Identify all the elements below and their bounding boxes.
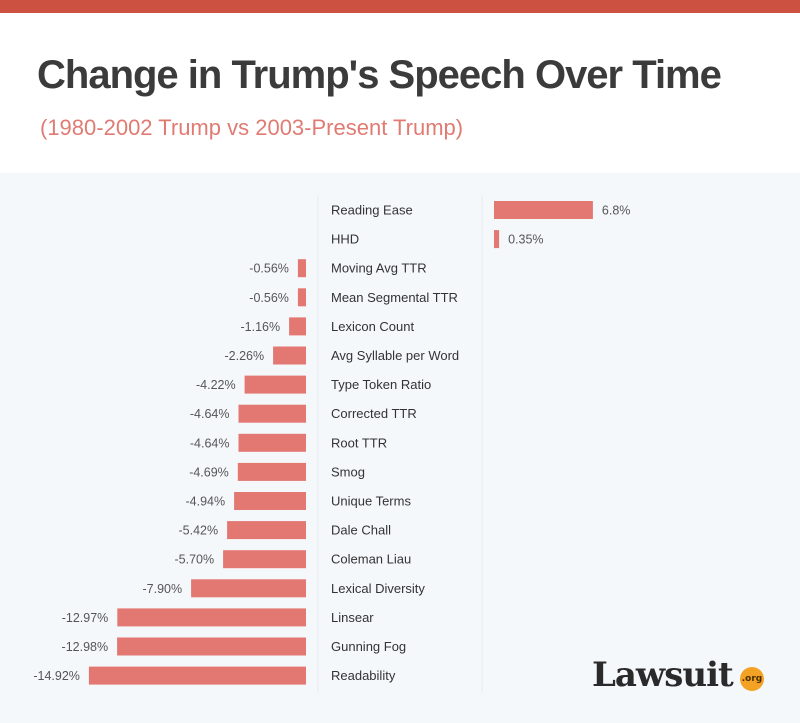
chart-panel: Reading Ease 6.8% HHD 0.35% Moving Avg TTR -0… (0, 173, 800, 723)
data-label: 0.35% (508, 233, 543, 247)
data-label: -12.97% (62, 611, 109, 625)
bar (223, 550, 306, 569)
data-label: -5.70% (174, 553, 214, 567)
bar (297, 259, 306, 278)
bar (238, 404, 306, 423)
data-label: -0.56% (249, 262, 289, 276)
bar (227, 521, 306, 540)
data-label: -2.26% (224, 349, 264, 363)
data-label: -5.42% (178, 524, 218, 538)
bar (494, 201, 593, 219)
bar (234, 492, 306, 510)
data-label: -0.56% (249, 291, 289, 305)
bar (244, 375, 306, 394)
category-label: Gunning Fog (331, 639, 406, 654)
data-label: -4.64% (190, 407, 230, 421)
bar (117, 608, 306, 627)
bar (88, 666, 307, 685)
category-label: Type Token Ratio (331, 377, 431, 392)
category-label: Lexicon Count (331, 319, 414, 334)
category-label: Mean Segmental TTR (331, 290, 458, 305)
bar (289, 317, 306, 336)
category-label: Coleman Liau (331, 552, 411, 567)
category-label: Unique Terms (331, 494, 411, 509)
data-label: -4.64% (190, 436, 230, 450)
data-label: -4.94% (185, 495, 225, 509)
category-label: HHD (331, 232, 359, 247)
logo-wordmark: Lawsuit (592, 655, 734, 695)
category-label: Avg Syllable per Word (331, 348, 459, 363)
bar (117, 637, 306, 656)
category-label: Linsear (331, 610, 374, 625)
data-label: -1.16% (240, 320, 280, 334)
data-label: -12.98% (62, 640, 109, 654)
category-label: Moving Avg TTR (331, 261, 427, 276)
bar (238, 433, 306, 452)
chart-header: Change in Trump's Speech Over Time (1980… (0, 13, 800, 173)
category-label: Corrected TTR (331, 406, 417, 421)
category-label: Lexical Diversity (331, 581, 425, 596)
bar (297, 288, 306, 307)
bar (494, 230, 500, 249)
data-label: 6.8% (602, 204, 631, 218)
data-label: -14.92% (33, 669, 80, 683)
data-label: -7.90% (142, 582, 182, 596)
chart-title: Change in Trump's Speech Over Time (37, 53, 722, 97)
category-label: Dale Chall (331, 523, 391, 538)
data-label: -4.22% (196, 378, 236, 392)
bar (273, 346, 306, 365)
logo-org-badge: .org (740, 667, 764, 691)
category-label: Reading Ease (331, 203, 413, 218)
bar-chart: Reading Ease 6.8% HHD 0.35% Moving Avg TTR -0… (33, 195, 631, 693)
bar (237, 462, 306, 481)
bar (191, 579, 306, 598)
category-label: Root TTR (331, 435, 387, 450)
top-accent-bar (0, 0, 800, 13)
category-label: Smog (331, 464, 365, 479)
category-label: Readability (331, 668, 396, 683)
data-label: -4.69% (189, 465, 229, 479)
chart-subtitle: (1980-2002 Trump vs 2003-Present Trump) (40, 115, 464, 140)
